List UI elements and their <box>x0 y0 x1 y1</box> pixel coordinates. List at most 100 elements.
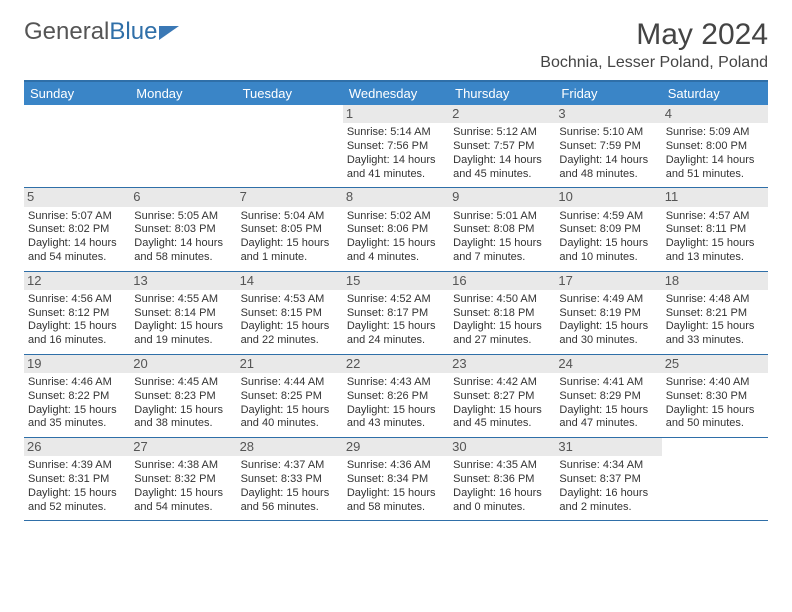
day-cell: 4Sunrise: 5:09 AMSunset: 8:00 PMDaylight… <box>662 105 768 187</box>
day-cell: . <box>662 438 768 520</box>
day-cell: 5Sunrise: 5:07 AMSunset: 8:02 PMDaylight… <box>24 188 130 270</box>
day-number: 9 <box>449 188 555 206</box>
page-title: May 2024 <box>540 18 768 52</box>
logo-text-1: General <box>24 18 109 46</box>
day-cell: . <box>130 105 236 187</box>
day-cell: 26 Sunrise: 4:39 AMSunset: 8:31 PMDayligh… <box>24 438 130 520</box>
day-info-line: and 22 minutes. <box>241 334 339 348</box>
day-info-line: Sunrise: 5:12 AM <box>453 126 551 140</box>
day-info-line: Sunrise: 4:45 AM <box>134 376 232 390</box>
day-cell: 23Sunrise: 4:42 AMSunset: 8:27 PMDayligh… <box>449 355 555 437</box>
day-number: 30 <box>449 438 555 456</box>
day-info-line: Sunrise: 4:42 AM <box>453 376 551 390</box>
day-number: 6 <box>130 188 236 206</box>
day-info-line: and 45 minutes. <box>453 168 551 182</box>
day-info-line: Sunset: 8:08 PM <box>453 223 551 237</box>
location-subtitle: Bochnia, Lesser Poland, Poland <box>540 54 768 72</box>
day-number: 31 <box>555 438 661 456</box>
day-info-line: Daylight: 15 hours <box>347 320 445 334</box>
day-info-line: and 40 minutes. <box>241 417 339 431</box>
day-info-line: Sunrise: 4:39 AM <box>28 459 126 473</box>
day-info-line: Daylight: 15 hours <box>241 404 339 418</box>
day-info-line: and 13 minutes. <box>666 251 764 265</box>
day-info-line: Sunset: 8:23 PM <box>134 390 232 404</box>
day-info-line: Sunrise: 4:56 AM <box>28 293 126 307</box>
day-info-line: Sunset: 7:57 PM <box>453 140 551 154</box>
day-info-line: Sunrise: 5:02 AM <box>347 210 445 224</box>
day-info-line: Sunset: 8:09 PM <box>559 223 657 237</box>
day-info-line: and 45 minutes. <box>453 417 551 431</box>
day-number: 27 <box>130 438 236 456</box>
day-info-line: Daylight: 15 hours <box>28 320 126 334</box>
day-info-line: Daylight: 15 hours <box>666 237 764 251</box>
day-info-line: Sunrise: 4:53 AM <box>241 293 339 307</box>
day-cell: 21Sunrise: 4:44 AMSunset: 8:25 PMDayligh… <box>237 355 343 437</box>
day-cell: 30Sunrise: 4:35 AMSunset: 8:36 PMDayligh… <box>449 438 555 520</box>
day-info-line: Sunset: 8:06 PM <box>347 223 445 237</box>
day-info-line: Daylight: 15 hours <box>134 320 232 334</box>
logo-text-2: Blue <box>109 18 157 46</box>
day-info-line: Sunrise: 4:50 AM <box>453 293 551 307</box>
week-row: 26Sunrise: 4:39 AMSunset: 8:31 PMDayligh… <box>24 438 768 521</box>
day-info-line: and 56 minutes. <box>241 501 339 515</box>
day-info-line: and 1 minute. <box>241 251 339 265</box>
day-info-line: Daylight: 15 hours <box>559 404 657 418</box>
day-cell: 13Sunrise: 4:55 AMSunset: 8:14 PMDayligh… <box>130 272 236 354</box>
day-cell: 15 Sunrise: 4:52 AMSunset: 8:17 PMDayligh… <box>343 272 449 354</box>
day-info-line: Sunrise: 4:46 AM <box>28 376 126 390</box>
day-info-line: Sunset: 8:00 PM <box>666 140 764 154</box>
day-info-line: and 51 minutes. <box>666 168 764 182</box>
day-info-line: and 27 minutes. <box>453 334 551 348</box>
day-info-line: and 38 minutes. <box>134 417 232 431</box>
day-info-line: Daylight: 15 hours <box>453 237 551 251</box>
day-cell: 28Sunrise: 4:37 AMSunset: 8:33 PMDayligh… <box>237 438 343 520</box>
day-info-line: Daylight: 14 hours <box>453 154 551 168</box>
day-info-line: Sunset: 8:27 PM <box>453 390 551 404</box>
day-number: 25 <box>662 355 768 373</box>
day-info-line: and 50 minutes. <box>666 417 764 431</box>
day-info-line: Daylight: 15 hours <box>559 320 657 334</box>
day-number: 5 <box>24 188 130 206</box>
day-number: 10 <box>555 188 661 206</box>
day-info-line: and 24 minutes. <box>347 334 445 348</box>
title-block: May 2024 Bochnia, Lesser Poland, Poland <box>540 18 768 72</box>
day-info-line: Sunrise: 4:37 AM <box>241 459 339 473</box>
day-info-line: Daylight: 14 hours <box>28 237 126 251</box>
day-info-line: Sunrise: 4:43 AM <box>347 376 445 390</box>
day-info-line: and 4 minutes. <box>347 251 445 265</box>
day-header: Friday <box>555 82 661 105</box>
day-number: 1 <box>343 105 449 123</box>
day-cell: . <box>24 105 130 187</box>
week-row: 19Sunrise: 4:46 AMSunset: 8:22 PMDayligh… <box>24 355 768 438</box>
day-info-line: Daylight: 15 hours <box>347 487 445 501</box>
day-cell: 7Sunrise: 5:04 AMSunset: 8:05 PMDaylight… <box>237 188 343 270</box>
day-info-line: Sunrise: 5:10 AM <box>559 126 657 140</box>
day-info-line: Sunrise: 4:41 AM <box>559 376 657 390</box>
day-info-line: Sunrise: 4:59 AM <box>559 210 657 224</box>
day-info-line: Sunset: 8:31 PM <box>28 473 126 487</box>
day-info-line: and 2 minutes. <box>559 501 657 515</box>
day-number: 20 <box>130 355 236 373</box>
day-info-line: Sunrise: 5:01 AM <box>453 210 551 224</box>
day-info-line: Sunset: 8:17 PM <box>347 307 445 321</box>
day-info-line: Daylight: 15 hours <box>134 487 232 501</box>
day-info-line: and 33 minutes. <box>666 334 764 348</box>
day-info-line: Daylight: 15 hours <box>28 487 126 501</box>
day-number: 15 <box>343 272 449 290</box>
week-row: ...1Sunrise: 5:14 AMSunset: 7:56 PMDayli… <box>24 105 768 188</box>
day-info-line: Sunrise: 4:36 AM <box>347 459 445 473</box>
day-number: 26 <box>24 438 130 456</box>
day-info-line: Sunset: 8:15 PM <box>241 307 339 321</box>
day-info-line: Sunrise: 4:52 AM <box>347 293 445 307</box>
day-info-line: Sunset: 8:05 PM <box>241 223 339 237</box>
day-info-line: and 41 minutes. <box>347 168 445 182</box>
day-cell: 18Sunrise: 4:48 AMSunset: 8:21 PMDayligh… <box>662 272 768 354</box>
day-info-line: Sunset: 8:22 PM <box>28 390 126 404</box>
day-info-line: Sunrise: 5:14 AM <box>347 126 445 140</box>
day-cell: 22Sunrise: 4:43 AMSunset: 8:26 PMDayligh… <box>343 355 449 437</box>
day-info-line: and 0 minutes. <box>453 501 551 515</box>
day-info-line: and 10 minutes. <box>559 251 657 265</box>
day-cell: 27Sunrise: 4:38 AMSunset: 8:32 PMDayligh… <box>130 438 236 520</box>
day-number: 29 <box>343 438 449 456</box>
day-info-line: Sunrise: 5:09 AM <box>666 126 764 140</box>
